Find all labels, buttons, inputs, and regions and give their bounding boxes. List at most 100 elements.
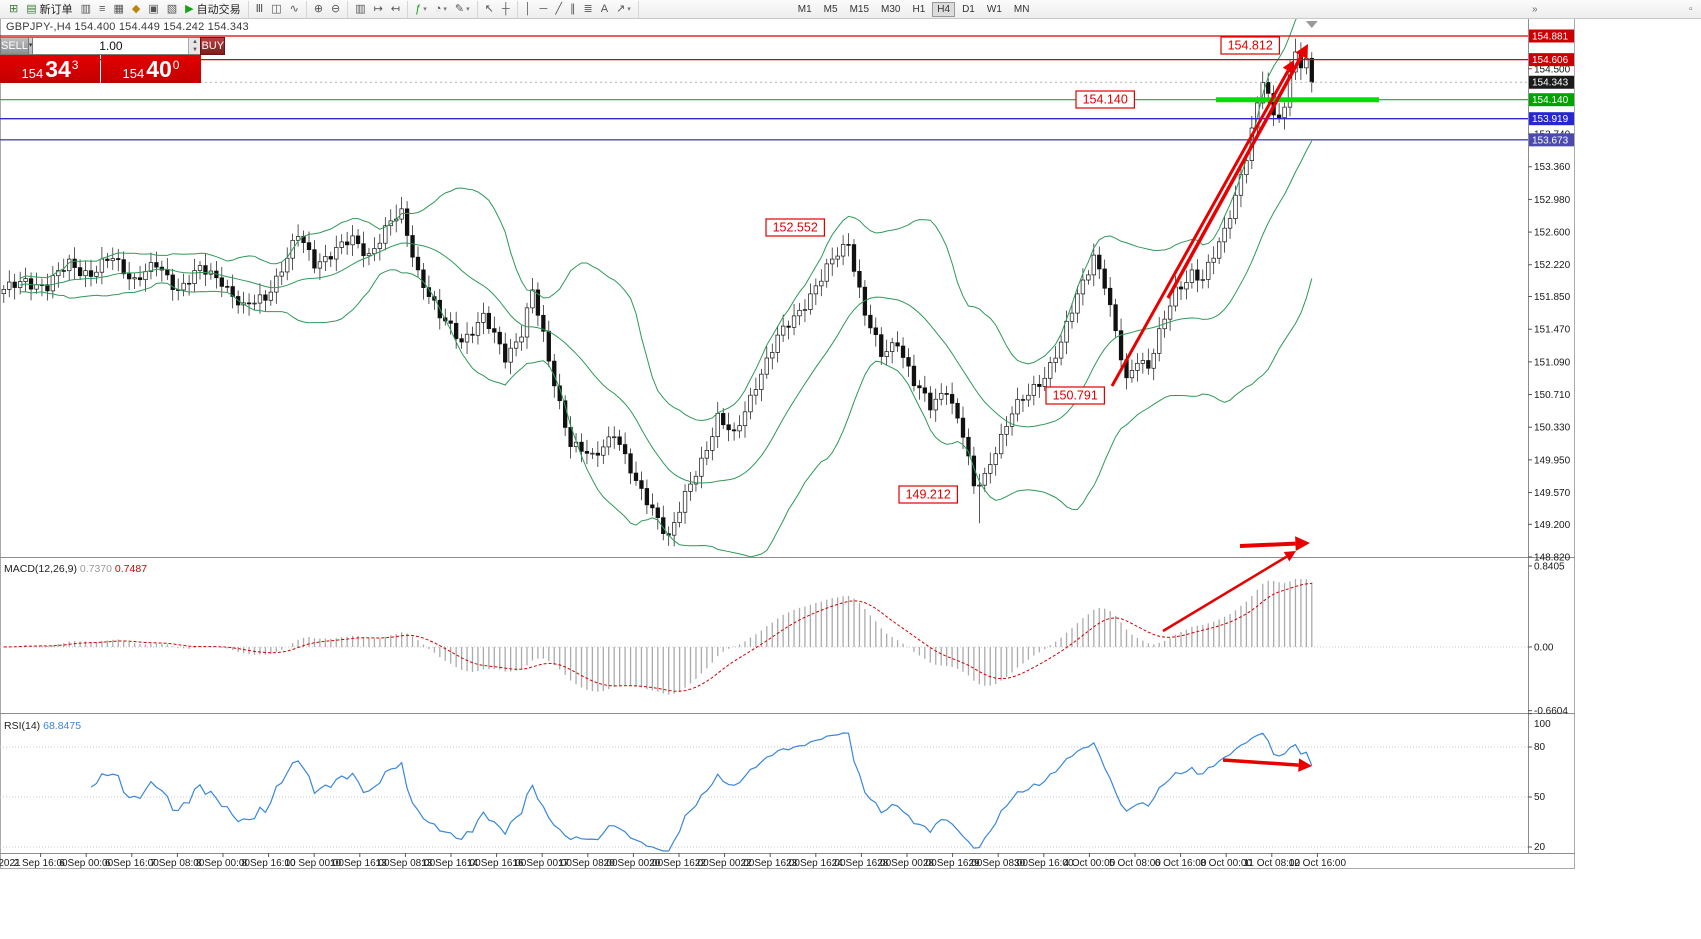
auto-scroll-icon[interactable]: ↦ <box>371 2 386 17</box>
trend-arrow[interactable] <box>1110 69 1290 387</box>
chart-shift-icon[interactable]: ↤ <box>388 2 403 17</box>
timeframe-w1-button[interactable]: W1 <box>986 3 1002 15</box>
macd-signal-line[interactable] <box>3 583 1312 692</box>
templates-button[interactable]: ✎ ▾ <box>452 2 473 17</box>
price-tick-151.090: 151.090 <box>1534 357 1571 368</box>
price-tick-149.200: 149.200 <box>1534 520 1571 531</box>
sell-price-display[interactable]: 154 34 3 <box>0 55 100 83</box>
text-icon: A <box>600 2 609 15</box>
price-annotation-box[interactable] <box>1045 386 1106 405</box>
templates-button-dropdown[interactable]: ▾ <box>466 6 470 13</box>
macd-histogram[interactable] <box>4 578 1313 695</box>
volume-down-button[interactable]: ▼ <box>191 47 198 53</box>
price-annotation-text: 154.140 <box>1083 93 1128 107</box>
trend-arrow[interactable] <box>1162 555 1288 633</box>
bar-chart-icon[interactable]: Ⅲ <box>253 2 267 17</box>
trendline-icon[interactable]: ╱ <box>552 2 565 17</box>
trend-arrow[interactable] <box>1239 541 1296 548</box>
timeframe-m1-button[interactable]: M1 <box>797 3 812 15</box>
timeframe-m30-button[interactable]: M30 <box>881 3 901 15</box>
equidistant-channel-icon[interactable]: ∥ <box>567 2 579 17</box>
trade-panel-prices: 154 34 3 154 40 0 <box>0 55 201 83</box>
toolbar-overflow-icon[interactable]: » <box>1532 3 1538 15</box>
bollinger-middle <box>20 140 1313 484</box>
bollinger-bands[interactable] <box>19 3 1313 557</box>
navigator-icon[interactable]: ◆ <box>129 2 143 17</box>
timeframe-m15-button[interactable]: M15 <box>849 3 870 15</box>
price-tick-151.470: 151.470 <box>1534 325 1571 336</box>
line-chart-icon[interactable]: ∿ <box>287 2 302 17</box>
time-label: 1 Sep 2021 <box>0 858 21 869</box>
timeframe-bar: M1 M5 M15 M30 H1 H4 D1 W1 MN <box>789 1 1039 18</box>
timeframe-d1-button[interactable]: D1 <box>962 3 975 15</box>
text-icon[interactable]: A <box>598 2 611 17</box>
timeframe-m5-button[interactable]: M5 <box>823 3 838 15</box>
fibonacci-icon[interactable]: ≣ <box>580 2 595 17</box>
price-annotation-box[interactable] <box>765 218 826 237</box>
zoom-in-icon[interactable]: ⊕ <box>311 2 326 17</box>
order-type-dropdown[interactable]: ▾ <box>28 37 34 55</box>
arrows-icon[interactable]: ↗ ▾ <box>613 2 634 17</box>
candles[interactable] <box>1 38 1314 547</box>
toolbar-handle-icon[interactable]: ▫ <box>1689 3 1693 15</box>
rsi-line[interactable] <box>90 732 1313 852</box>
price-tick-150.330: 150.330 <box>1534 423 1571 434</box>
price-badge-154.881 <box>1529 29 1574 43</box>
price-annotation-box[interactable] <box>1075 90 1136 109</box>
price-tick-148.820: 148.820 <box>1534 553 1571 564</box>
time-label: 11 Oct 08:00 <box>1244 858 1301 869</box>
data-window-icon[interactable]: ▦ <box>110 2 126 17</box>
price-badge-154.140 <box>1529 93 1574 107</box>
strategy-tester-icon[interactable]: ▧ <box>164 2 180 17</box>
new-order-button-label: 新订单 <box>39 4 73 16</box>
new-chart-icon[interactable]: ⊞ <box>6 2 21 17</box>
horizontal-lines[interactable] <box>0 35 1528 141</box>
timeframe-h1-button[interactable]: H1 <box>912 3 926 15</box>
crosshair-icon[interactable]: ┼ <box>499 2 513 17</box>
profiles-icon[interactable]: ▥ <box>78 2 94 17</box>
time-label: 17 Sep 08:00 <box>558 858 618 869</box>
periods-button-dropdown[interactable]: ▾ <box>443 6 447 13</box>
buy-price-display[interactable]: 154 40 0 <box>101 55 201 83</box>
time-label: 20 Sep 16:00 <box>649 858 709 869</box>
horizontal-line-icon[interactable]: ─ <box>537 2 551 17</box>
chart-shift-marker[interactable] <box>1305 21 1318 28</box>
arrows-icon-dropdown[interactable]: ▾ <box>627 6 631 13</box>
volume-input[interactable] <box>33 38 189 54</box>
time-label: 22 Sep 16:00 <box>740 858 800 869</box>
trend-arrow[interactable] <box>1166 54 1304 299</box>
periods-button[interactable]: ◔ ▾ <box>432 2 450 17</box>
bar-chart-icon: Ⅲ <box>255 2 264 15</box>
autotrading-button[interactable]: ▶ 自动交易 <box>182 2 243 17</box>
candlestick-chart-icon[interactable]: ◫ <box>268 2 284 17</box>
market-watch-icon: ≡ <box>99 2 106 15</box>
trendline-icon: ╱ <box>555 2 562 15</box>
chart-title: GBPJPY-,H4 154.400 154.449 154.242 154.3… <box>6 21 249 33</box>
indicators-button[interactable]: ƒ ▾ <box>412 2 430 17</box>
time-label: 6 Oct 16:00 <box>1155 858 1207 869</box>
indicators-button-dropdown[interactable]: ▾ <box>423 6 427 13</box>
bollinger-lower <box>20 269 1313 557</box>
buy-button[interactable]: BUY <box>200 37 226 55</box>
annotations[interactable]: 154.812 154.140 152.552 150.791 149.212 <box>765 36 1312 772</box>
timeframe-mn-button[interactable]: MN <box>1013 3 1030 15</box>
zoom-out-icon[interactable]: ⊖ <box>328 2 343 17</box>
price-annotation-box[interactable] <box>1220 36 1281 55</box>
terminal-icon[interactable]: ▣ <box>145 2 161 17</box>
zoom-in-icon: ⊕ <box>313 2 324 15</box>
new-chart-icon: ⊞ <box>9 2 19 15</box>
trend-arrow[interactable] <box>1222 758 1299 767</box>
price-annotation-box[interactable] <box>898 485 959 504</box>
vertical-line-icon[interactable]: │ <box>522 2 535 17</box>
new-order-button[interactable]: ▤ 新订单 <box>23 2 75 17</box>
tile-windows-icon[interactable]: ▥ <box>352 2 368 17</box>
svg-text:154.343: 154.343 <box>1532 78 1569 89</box>
sell-button[interactable]: SELL <box>0 37 29 55</box>
timeframe-h4-button[interactable]: H4 <box>932 1 956 17</box>
price-annotation-text: 150.791 <box>1053 389 1098 403</box>
market-watch-icon[interactable]: ≡ <box>96 2 108 17</box>
volume-up-button[interactable]: ▲ <box>191 39 198 45</box>
rsi-tick-100: 100 <box>1534 719 1551 730</box>
cursor-icon[interactable]: ↖ <box>482 2 497 17</box>
